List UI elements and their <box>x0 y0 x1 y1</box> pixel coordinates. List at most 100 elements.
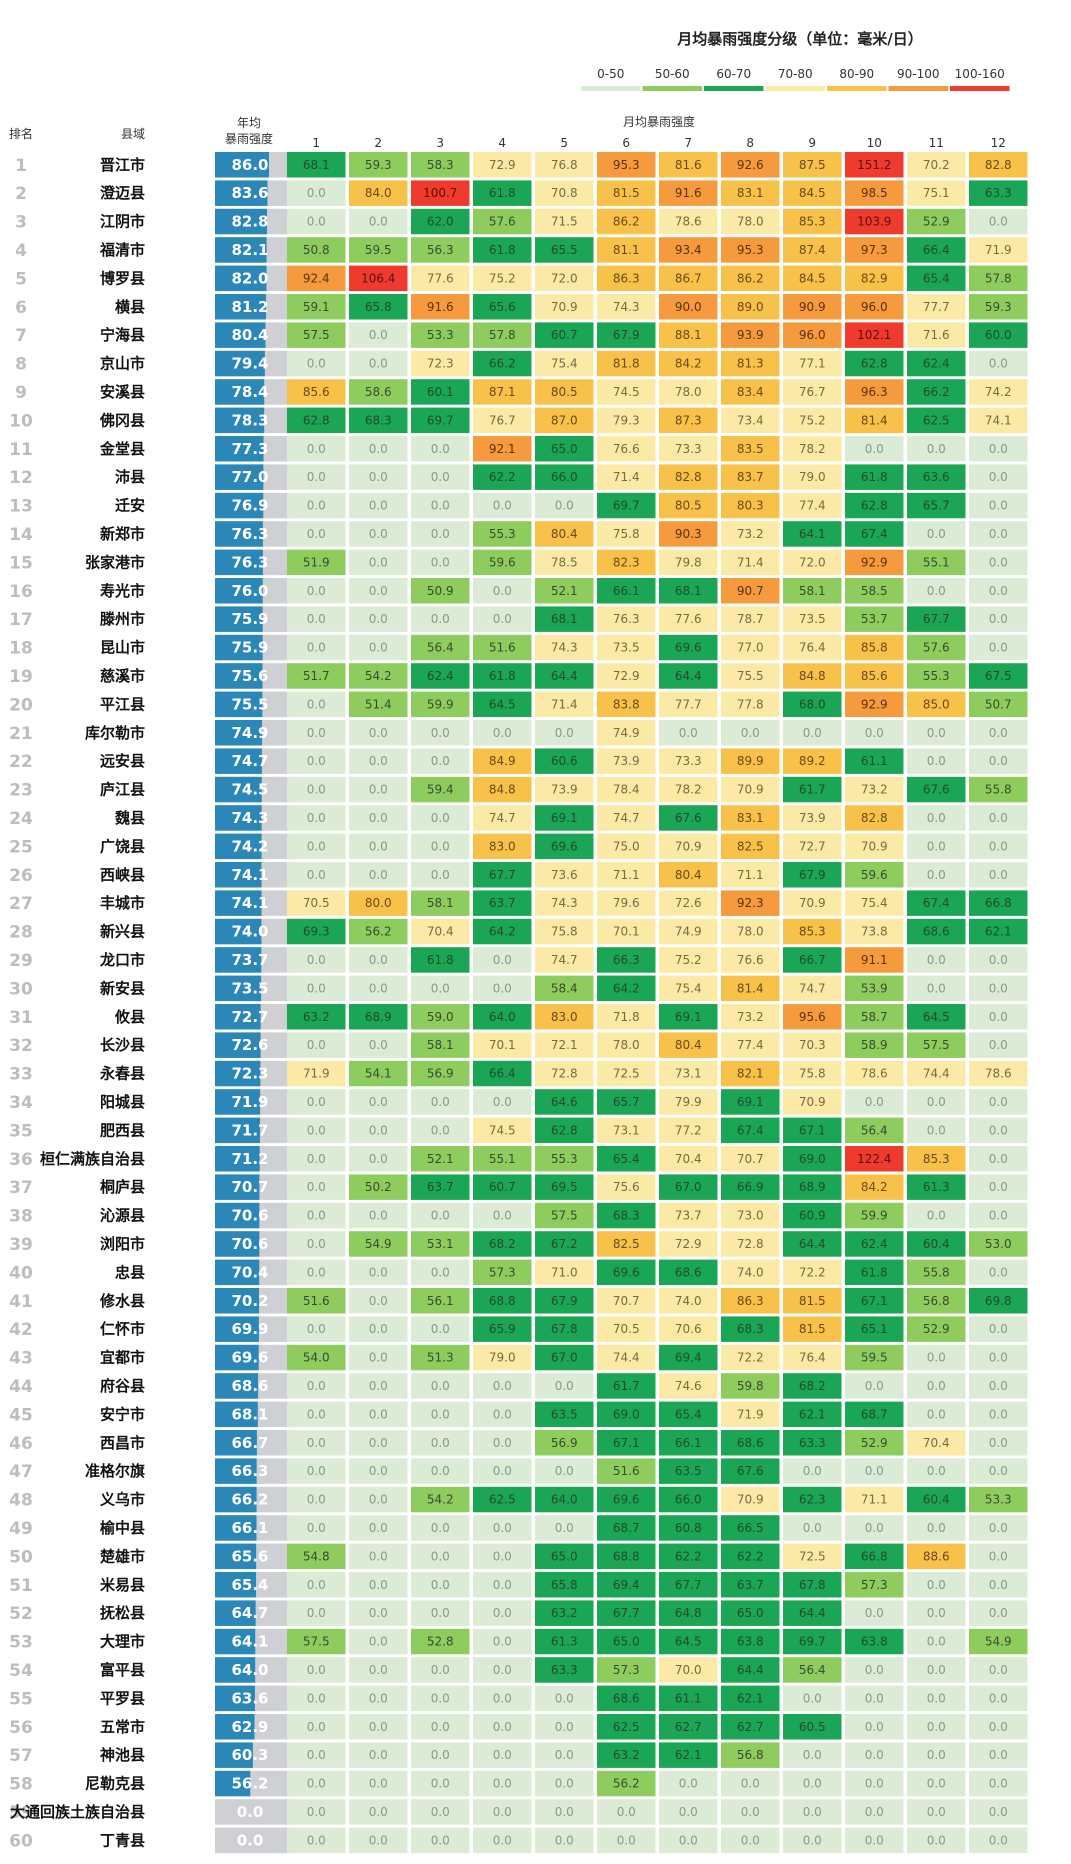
cell-value: 74.7 <box>799 981 826 995</box>
heatmap-cell <box>783 521 842 547</box>
heatmap-cell <box>411 1060 470 1087</box>
heatmap-cell <box>845 1202 904 1229</box>
heatmap-cell <box>659 521 718 547</box>
heatmap-cell <box>597 407 656 434</box>
heatmap-cell <box>659 1174 718 1200</box>
heatmap-cell <box>721 1060 780 1087</box>
cell-value: 72.5 <box>799 1549 826 1563</box>
cell-value: 0.0 <box>555 1833 574 1847</box>
cell-value: 0.0 <box>927 1123 946 1137</box>
heatmap-cell <box>473 975 532 1002</box>
heatmap-cell <box>349 492 408 519</box>
county-name: 桐庐县 <box>100 1178 145 1196</box>
heatmap-cell <box>721 208 780 235</box>
county-name: 沁源县 <box>100 1207 145 1225</box>
cell-value: 52.8 <box>427 1635 454 1649</box>
legend-swatch <box>888 86 948 91</box>
heatmap-cell <box>845 1373 904 1399</box>
heatmap-cell <box>783 1515 842 1541</box>
cell-value: 0.0 <box>493 1407 512 1421</box>
cell-value: 86.3 <box>737 1294 764 1308</box>
heatmap-cell <box>473 1288 532 1314</box>
heatmap-cell <box>597 1430 656 1456</box>
heatmap-cell <box>969 1572 1028 1598</box>
heatmap-cell <box>473 208 532 235</box>
rank-number: 58 <box>9 1775 33 1795</box>
annual-bar <box>215 1032 261 1058</box>
heatmap-cell <box>721 1572 780 1598</box>
cell-value: 0.0 <box>307 1095 326 1109</box>
heatmap-cell <box>907 350 966 377</box>
heatmap-cell <box>721 152 780 178</box>
heatmap-cell <box>721 464 780 490</box>
heatmap-cell <box>783 1344 842 1371</box>
heatmap-cell <box>659 1316 718 1342</box>
heatmap-cell <box>845 1174 904 1200</box>
cell-value: 59.5 <box>365 243 392 257</box>
heatmap-cell <box>597 322 656 348</box>
heatmap-cell <box>287 1004 346 1030</box>
cell-value: 77.4 <box>737 1038 764 1052</box>
heatmap-cell <box>349 350 408 377</box>
heatmap-cell <box>721 1401 780 1428</box>
heatmap-cell <box>969 833 1028 860</box>
annual-bar <box>215 1231 260 1257</box>
annual-value: 68.6 <box>231 1377 268 1395</box>
cell-value: 62.0 <box>427 215 454 229</box>
heatmap-cell <box>783 1742 842 1768</box>
cell-value: 0.0 <box>369 1407 388 1421</box>
cell-value: 62.7 <box>675 1720 702 1734</box>
heatmap-cell <box>411 634 470 661</box>
heatmap-cell <box>535 1316 594 1342</box>
cell-value: 62.8 <box>861 357 888 371</box>
cell-value: 0.0 <box>989 555 1008 569</box>
cell-value: 54.0 <box>303 1351 330 1365</box>
cell-value: 67.6 <box>923 783 950 797</box>
heatmap-cell <box>349 1032 408 1058</box>
cell-value: 81.1 <box>613 243 640 257</box>
rank-number: 28 <box>9 923 33 943</box>
cell-value: 0.0 <box>369 1663 388 1677</box>
cell-value: 0.0 <box>865 1777 884 1791</box>
cell-value: 0.0 <box>927 1209 946 1223</box>
heatmap-cell <box>907 1515 966 1541</box>
cell-value: 69.7 <box>799 1635 826 1649</box>
cell-value: 56.9 <box>427 1067 454 1081</box>
cell-value: 0.0 <box>369 328 388 342</box>
heatmap-cell <box>721 1146 780 1172</box>
heatmap-cell <box>969 436 1028 462</box>
heatmap-cell <box>783 1600 842 1626</box>
heatmap-cell <box>349 436 408 462</box>
cell-value: 0.0 <box>493 1720 512 1734</box>
heatmap-cell <box>721 1515 780 1541</box>
cell-value: 72.8 <box>737 1237 764 1251</box>
cell-value: 70.9 <box>551 300 578 314</box>
cell-value: 0.0 <box>431 555 450 569</box>
heatmap-cell <box>473 862 532 888</box>
cell-value: 81.5 <box>799 1322 826 1336</box>
cell-value: 72.6 <box>675 896 702 910</box>
cell-value: 0.0 <box>493 1606 512 1620</box>
heatmap-cell <box>535 578 594 604</box>
cell-value: 0.0 <box>431 1407 450 1421</box>
county-name: 攸县 <box>114 1008 145 1026</box>
heatmap-cell <box>287 918 346 945</box>
heatmap-cell <box>597 833 656 860</box>
cell-value: 63.2 <box>551 1606 578 1620</box>
heatmap-cell <box>287 1458 346 1484</box>
rank-number: 31 <box>9 1008 33 1028</box>
heatmap-cell <box>969 805 1028 831</box>
cell-value: 0.0 <box>307 1521 326 1535</box>
heatmap-cell <box>473 578 532 604</box>
heatmap-cell <box>969 1543 1028 1570</box>
annual-bar <box>215 208 267 235</box>
cell-value: 60.9 <box>799 1209 826 1223</box>
cell-value: 56.1 <box>427 1294 454 1308</box>
heatmap-cell <box>969 947 1028 973</box>
cell-value: 0.0 <box>369 215 388 229</box>
county-name: 库尔勒市 <box>85 724 145 742</box>
rank-number: 30 <box>9 979 33 999</box>
heatmap-cell <box>287 578 346 604</box>
heatmap-cell <box>907 549 966 576</box>
heatmap-cell <box>907 776 966 803</box>
